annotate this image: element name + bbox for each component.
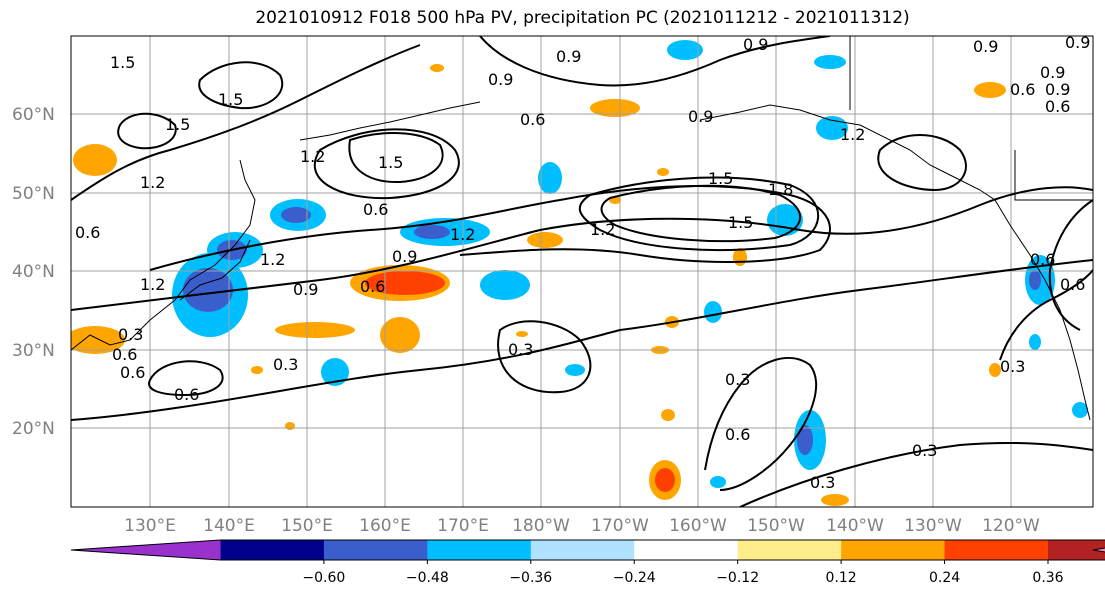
contour-label: 1.2 [590, 220, 615, 239]
contour-label: 1.2 [840, 125, 865, 144]
contour-label: 1.2 [450, 225, 475, 244]
colorbar-tick-label: 0.36 [1032, 570, 1063, 586]
contour-label: 0.6 [120, 363, 145, 382]
colorbar-segment [427, 540, 532, 560]
lon-tick-label: 150°E [281, 516, 333, 536]
colorbar-tick-label: −0.48 [406, 570, 449, 586]
contour-label: 0.3 [1000, 357, 1025, 376]
colorbar-segment [737, 540, 842, 560]
colorbar-segment [634, 540, 739, 560]
colorbar-tick-label: 0.12 [826, 570, 857, 586]
lon-tick-label: 150°W [747, 516, 805, 536]
lat-tick-labels: 20°N 30°N 40°N 50°N 60°N [12, 105, 55, 439]
contour-label: 1.2 [140, 173, 165, 192]
contour-label: 0.3 [273, 355, 298, 374]
lon-tick-label: 160°W [669, 516, 727, 536]
contour-label: 1.8 [768, 180, 793, 199]
lon-tick-label: 140°W [826, 516, 884, 536]
map-frame [70, 35, 1094, 508]
contour-label: 0.6 [174, 385, 199, 404]
chart-title: 2021010912 F018 500 hPa PV, precipitatio… [255, 8, 910, 28]
colorbar-outline [70, 539, 1105, 561]
contour-label: 0.9 [293, 280, 318, 299]
lat-tick-label: 40°N [12, 262, 55, 282]
contour-label: 0.6 [1045, 97, 1070, 116]
contour-label: 0.9 [973, 37, 998, 56]
contour-label: 0.3 [912, 441, 937, 460]
contour-label: 1.2 [140, 275, 165, 294]
graticule [71, 36, 1093, 507]
lon-tick-label: 130°W [904, 516, 962, 536]
lon-tick-label: 180°W [512, 516, 570, 536]
lon-tick-label: 120°W [982, 516, 1040, 536]
colorbar-segment [220, 540, 325, 560]
contour-label: 1.2 [260, 250, 285, 269]
colorbar-segment [841, 540, 946, 560]
contour-label: 0.6 [75, 223, 100, 242]
contour-label: 1.2 [300, 147, 325, 166]
lat-tick-label: 30°N [12, 341, 55, 361]
contour-label: 1.5 [218, 90, 243, 109]
contour-label: 0.6 [725, 425, 750, 444]
contour-label: 0.6 [520, 110, 545, 129]
contour-label: 0.6 [1030, 250, 1055, 269]
contour-label: 0.9 [743, 35, 768, 54]
lon-tick-label: 140°E [203, 516, 255, 536]
contour-label: 0.9 [688, 107, 713, 126]
colorbar-tick-label: −0.60 [302, 570, 345, 586]
contour-label: 0.9 [488, 70, 513, 89]
contour-labels: 1.5 1.5 1.5 1.2 1.2 0.6 0.9 0.9 0.6 0.6 … [75, 33, 1090, 492]
contour-label: 0.6 [1010, 80, 1035, 99]
colorbar-segment [323, 540, 428, 560]
colorbar-tick-label: −0.12 [716, 570, 759, 586]
contour-label: 0.6 [360, 277, 385, 296]
contour-label: 0.6 [363, 200, 388, 219]
lon-tick-label: 170°W [591, 516, 649, 536]
pv-contours [71, 36, 1093, 507]
colorbar-segment [1048, 540, 1105, 560]
coastlines [71, 36, 1093, 421]
contour-label: 0.6 [1060, 275, 1085, 294]
contour-label: 0.9 [556, 47, 581, 66]
lat-tick-label: 60°N [12, 105, 55, 125]
contour-label: 1.5 [708, 169, 733, 188]
colorbar-segment [530, 540, 635, 560]
colorbar-extension-low [71, 540, 221, 560]
contour-label: 0.9 [1040, 63, 1065, 82]
colorbar: −0.60−0.48−0.36−0.24−0.120.120.240.360.4… [70, 539, 1105, 586]
lat-tick-label: 20°N [12, 419, 55, 439]
lon-tick-labels: 130°E 140°E 150°E 160°E 170°E 180°W 170°… [124, 516, 1040, 536]
contour-label: 1.5 [378, 153, 403, 172]
contour-label: 0.3 [810, 473, 835, 492]
contour-label: 0.9 [1045, 80, 1070, 99]
lon-tick-label: 170°E [437, 516, 489, 536]
lat-tick-label: 50°N [12, 184, 55, 204]
contour-label: 1.5 [165, 115, 190, 134]
lon-tick-label: 160°E [359, 516, 411, 536]
contour-label: 1.5 [728, 213, 753, 232]
contour-label: 0.3 [725, 370, 750, 389]
colorbar-tick-label: −0.24 [613, 570, 656, 586]
contour-label: 0.3 [118, 325, 143, 344]
contour-label: 0.6 [112, 345, 137, 364]
colorbar-tick-label: 0.24 [929, 570, 960, 586]
contour-label: 0.9 [1065, 33, 1090, 52]
lon-tick-label: 130°E [124, 516, 176, 536]
contour-label: 0.9 [392, 247, 417, 266]
contour-label: 1.5 [110, 53, 135, 72]
colorbar-extension-high [1093, 547, 1105, 553]
colorbar-segment [944, 540, 1049, 560]
colorbar-tick-label: −0.36 [509, 570, 552, 586]
contour-label: 0.3 [508, 340, 533, 359]
